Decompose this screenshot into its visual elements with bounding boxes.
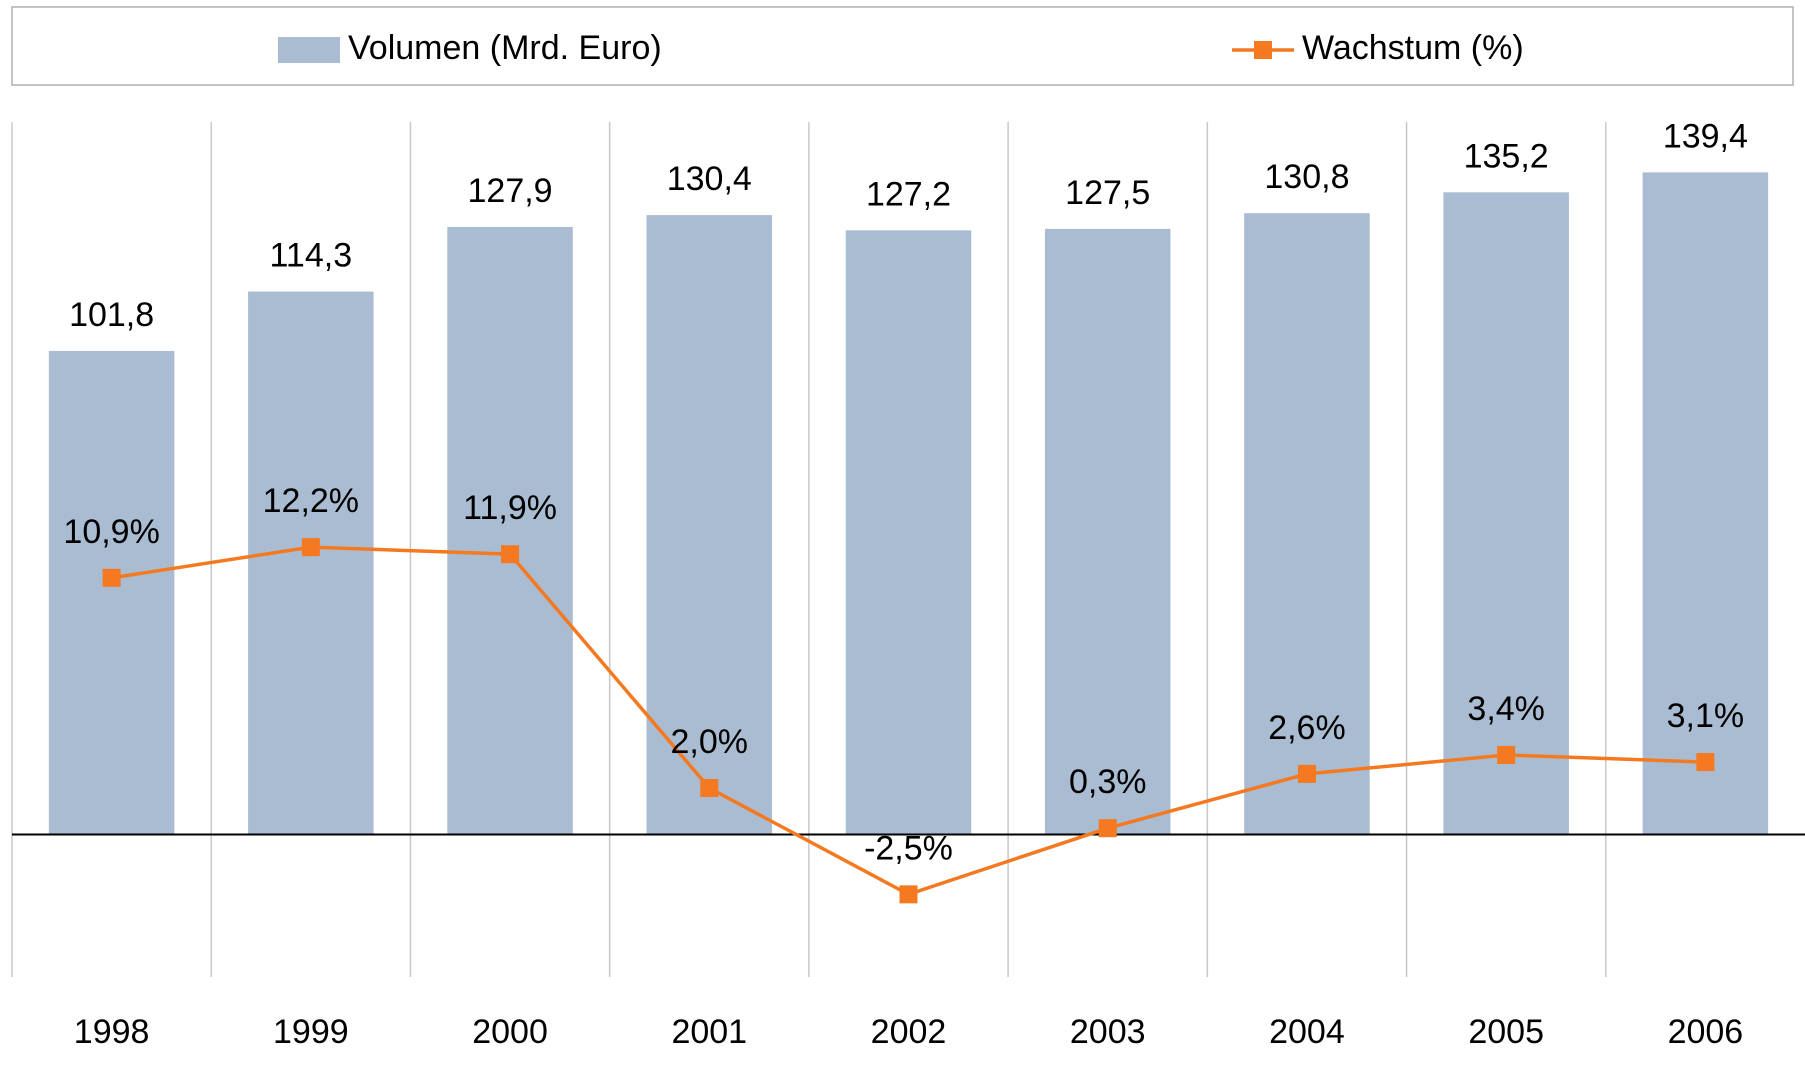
bar-value-label: 101,8 [69,296,154,334]
line-value-label: 2,6% [1268,709,1346,747]
line-marker [1497,745,1516,764]
x-tick-label: 2002 [871,1013,947,1051]
line-value-label: 3,1% [1667,697,1745,735]
x-tick-label: 2003 [1070,1013,1146,1051]
line-marker [1696,753,1715,772]
bar [48,350,175,835]
x-tick-label: 1999 [273,1013,349,1051]
x-tick-label: 1998 [74,1013,150,1051]
line-value-label: 10,9% [63,513,159,551]
bar-value-label: 127,9 [468,172,553,210]
line-value-label: 2,0% [671,723,749,761]
line-value-label: 11,9% [463,489,557,527]
bar [1642,172,1769,835]
line-marker [700,779,719,798]
x-tick-label: 2005 [1468,1013,1544,1051]
x-tick-label: 2006 [1668,1013,1744,1051]
x-tick-label: 2000 [472,1013,548,1051]
x-tick-label: 2004 [1269,1013,1345,1051]
bar-value-label: 130,4 [667,160,752,198]
bar [1244,213,1370,835]
line-value-label: -2,5% [864,829,953,867]
line-marker [301,538,320,557]
legend-swatch [278,37,340,63]
bar [1044,228,1171,835]
legend-label: Volumen (Mrd. Euro) [348,29,662,67]
bar-value-label: 130,8 [1264,158,1349,196]
bar-value-label: 135,2 [1464,137,1549,175]
line-value-label: 3,4% [1467,690,1545,728]
line-value-label: 0,3% [1069,763,1147,801]
line-marker [1297,764,1316,783]
line-value-label: 12,2% [263,482,359,520]
bar-value-label: 127,2 [866,175,951,213]
bar [646,215,773,835]
line-marker [102,568,121,587]
line-marker [1098,819,1117,838]
line-marker [899,885,918,904]
legend-label: Wachstum (%) [1302,29,1524,67]
bar [1443,192,1569,835]
line-marker [501,545,520,564]
legend-swatch-marker [1254,41,1272,59]
bar [447,226,573,835]
bar-value-label: 127,5 [1065,174,1150,212]
x-tick-label: 2001 [671,1013,747,1051]
bar [248,291,374,835]
bar-value-label: 139,4 [1663,117,1748,155]
bar-value-label: 114,3 [270,237,353,275]
bar [845,230,972,835]
